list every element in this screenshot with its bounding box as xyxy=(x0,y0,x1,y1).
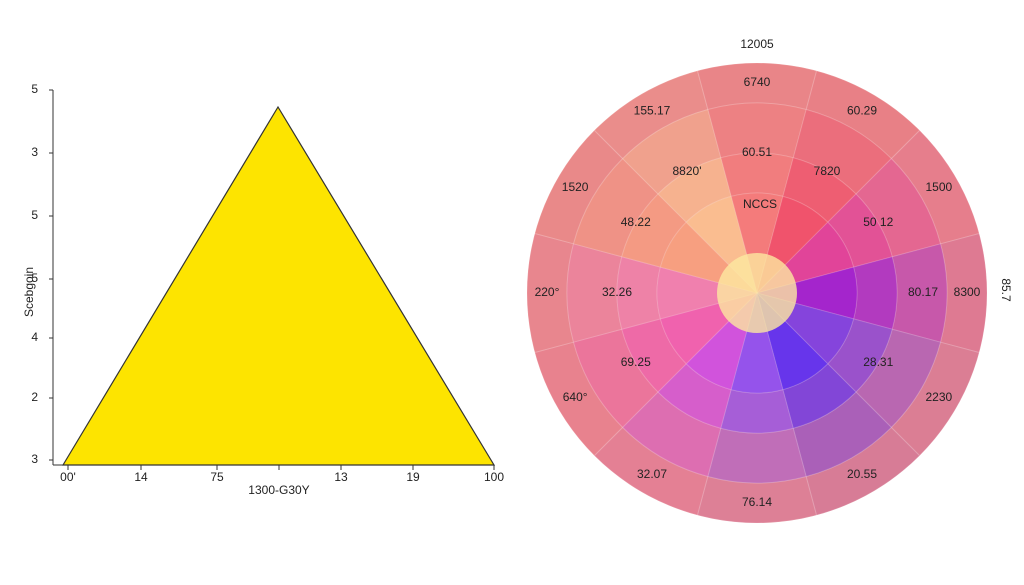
outer-label: 6740 xyxy=(744,75,771,89)
wheel-sector xyxy=(534,129,624,245)
y-tick-label: 5 xyxy=(31,208,38,222)
y-tick-label: 3 xyxy=(31,452,38,466)
x-axis-label: 1300-G30Y xyxy=(248,483,309,497)
outer-label: 640° xyxy=(563,390,588,404)
wheel-sector xyxy=(526,232,575,354)
wheel-title: 12005 xyxy=(740,37,774,51)
wheel-sector xyxy=(593,426,709,516)
y-tick-label: 5 xyxy=(31,82,38,96)
triangle-panel: Scebgoin 1300-G30Y 5 3 5 5 4 2 3 00' 14 75 13 19 100 xyxy=(22,82,504,497)
wheel-sector xyxy=(939,232,988,354)
wheel-sector xyxy=(534,341,624,457)
inner-label: 48.22 xyxy=(621,215,651,229)
wheel-sector xyxy=(707,427,807,484)
y-tick-label: 2 xyxy=(31,390,38,404)
outer-label: 8300 xyxy=(954,285,981,299)
x-tick-label: 75 xyxy=(210,470,224,484)
outer-label: 2230 xyxy=(926,390,953,404)
wheel-sector xyxy=(720,152,794,198)
outer-label: 20.55 xyxy=(847,467,877,481)
wheel-center xyxy=(717,253,797,333)
y-tick-label: 3 xyxy=(31,145,38,159)
outer-label: 1520 xyxy=(562,180,589,194)
wheel-sector xyxy=(730,291,784,394)
wheel-sector xyxy=(805,426,921,516)
wheel-panel: 12005 NCCS 85.7 6740 60.29 1500 8300 2230 20.… xyxy=(535,37,1013,509)
y-tick-label: 4 xyxy=(31,330,38,344)
wheel-sector xyxy=(696,62,818,111)
outer-label: 32.07 xyxy=(637,467,667,481)
inner-label: 28.31 xyxy=(863,355,893,369)
color-wheel xyxy=(526,62,988,524)
x-tick-label: 19 xyxy=(406,470,420,484)
x-tick-label: 100 xyxy=(484,470,504,484)
inner-label: 50 12 xyxy=(863,215,893,229)
inner-label: 7820 xyxy=(814,164,841,178)
outer-label: 220° xyxy=(535,285,560,299)
x-tick-label: 00' xyxy=(60,470,76,484)
outer-label: 1500 xyxy=(926,180,953,194)
inner-label: 60.51 xyxy=(742,145,772,159)
wheel-sector xyxy=(720,388,794,434)
center-label: NCCS xyxy=(743,197,777,211)
inner-label: 32.26 xyxy=(602,285,632,299)
side-label: 85.7 xyxy=(999,278,1013,302)
wheel-sector xyxy=(656,266,759,320)
wheel-sector xyxy=(696,475,818,524)
wheel-sector xyxy=(593,70,709,160)
y-axis-label: Scebgoin xyxy=(22,267,36,317)
outer-label: 155.17 xyxy=(634,103,671,117)
x-tick-label: 13 xyxy=(334,470,348,484)
outer-label: 76.14 xyxy=(742,495,772,509)
wheel-sector xyxy=(730,192,784,295)
wheel-sector xyxy=(852,256,898,330)
wheel-sector xyxy=(755,266,858,320)
wheel-sector xyxy=(890,341,980,457)
inner-label: 80.17 xyxy=(908,285,938,299)
inner-label: 8820' xyxy=(673,164,702,178)
outer-label: 60.29 xyxy=(847,103,877,117)
inner-label: 69.25 xyxy=(621,355,651,369)
wheel-sector xyxy=(805,70,921,160)
x-tick-label: 14 xyxy=(134,470,148,484)
wheel-sector xyxy=(890,129,980,245)
y-tick-label: 5 xyxy=(31,271,38,285)
